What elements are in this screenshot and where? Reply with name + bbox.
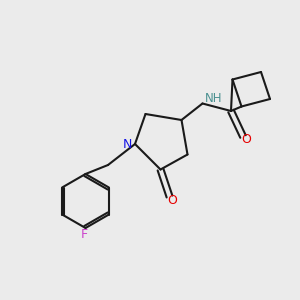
Text: O: O — [241, 133, 251, 146]
Text: NH: NH — [205, 92, 222, 106]
Text: O: O — [167, 194, 177, 207]
Text: F: F — [80, 228, 88, 241]
Text: N: N — [123, 137, 132, 151]
